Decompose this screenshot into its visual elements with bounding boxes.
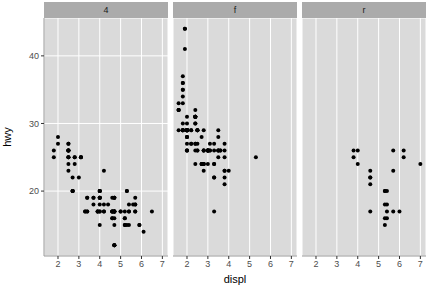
svg-text:3: 3 bbox=[334, 259, 339, 269]
svg-text:6: 6 bbox=[139, 259, 144, 269]
svg-text:5: 5 bbox=[376, 259, 381, 269]
html-text:f: f bbox=[233, 5, 237, 15]
html-text:hwy: hwy bbox=[1, 127, 13, 147]
html-text:4: 4 bbox=[103, 5, 109, 15]
svg-text:4: 4 bbox=[97, 259, 102, 269]
svg-text:20: 20 bbox=[29, 186, 39, 196]
svg-text:7: 7 bbox=[418, 259, 423, 269]
svg-text:3: 3 bbox=[76, 259, 81, 269]
html-text:r: r bbox=[362, 5, 366, 15]
svg-text:2: 2 bbox=[184, 259, 189, 269]
svg-text:30: 30 bbox=[29, 119, 39, 129]
svg-text:4: 4 bbox=[226, 259, 231, 269]
svg-text:4: 4 bbox=[355, 259, 360, 269]
svg-text:7: 7 bbox=[160, 259, 165, 269]
svg-text:6: 6 bbox=[397, 259, 402, 269]
svg-text:2: 2 bbox=[313, 259, 318, 269]
svg-text:6: 6 bbox=[268, 259, 273, 269]
svg-text:5: 5 bbox=[247, 259, 252, 269]
svg-text:3: 3 bbox=[205, 259, 210, 269]
svg-text:2: 2 bbox=[55, 259, 60, 269]
html-text:displ: displ bbox=[223, 273, 247, 285]
svg-text:7: 7 bbox=[289, 259, 294, 269]
svg-text:40: 40 bbox=[29, 51, 39, 61]
svg-text:5: 5 bbox=[118, 259, 123, 269]
